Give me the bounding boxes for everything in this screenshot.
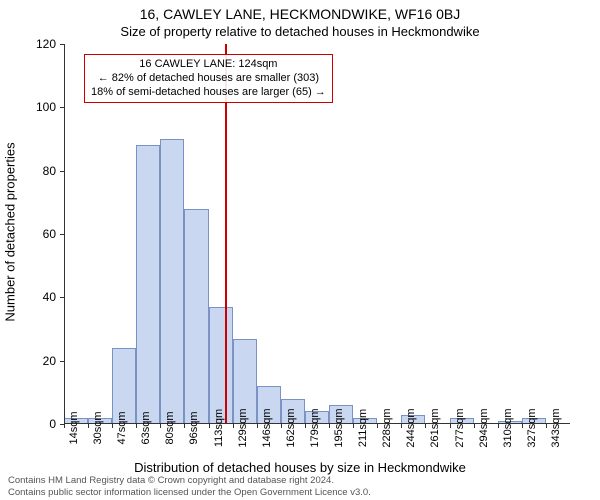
x-tick-mark — [474, 424, 475, 428]
y-axis-line — [64, 44, 65, 424]
y-tick-label: 60 — [16, 227, 56, 241]
x-tick-mark — [160, 424, 161, 428]
annotation-line: 18% of semi-detached houses are larger (… — [91, 86, 326, 100]
x-tick-mark — [401, 424, 402, 428]
x-tick-label: 146sqm — [261, 408, 273, 447]
x-tick-label: 80sqm — [164, 411, 176, 444]
x-tick-label: 30sqm — [92, 411, 104, 444]
y-tick-label: 120 — [16, 37, 56, 51]
annotation-line: 16 CAWLEY LANE: 124sqm — [91, 58, 326, 72]
x-tick-label: 327sqm — [526, 408, 538, 447]
x-tick-mark — [329, 424, 330, 428]
x-tick-label: 261sqm — [429, 408, 441, 447]
x-tick-label: 14sqm — [68, 411, 80, 444]
chart-title-line1: 16, CAWLEY LANE, HECKMONDWIKE, WF16 0BJ — [0, 6, 600, 22]
annotation-line: ← 82% of detached houses are smaller (30… — [91, 72, 326, 86]
x-tick-label: 162sqm — [285, 408, 297, 447]
histogram-bar — [160, 139, 184, 424]
x-tick-label: 195sqm — [333, 408, 345, 447]
chart-container: 16, CAWLEY LANE, HECKMONDWIKE, WF16 0BJ … — [0, 0, 600, 500]
x-tick-label: 129sqm — [237, 408, 249, 447]
x-tick-label: 277sqm — [454, 408, 466, 447]
y-tick-label: 40 — [16, 290, 56, 304]
histogram-bar — [184, 209, 208, 424]
x-tick-mark — [281, 424, 282, 428]
x-tick-label: 310sqm — [502, 408, 514, 447]
x-axis-label: Distribution of detached houses by size … — [0, 460, 600, 475]
x-tick-label: 228sqm — [381, 408, 393, 447]
x-tick-mark — [305, 424, 306, 428]
x-tick-mark — [522, 424, 523, 428]
x-tick-label: 244sqm — [405, 408, 417, 447]
y-tick-label: 20 — [16, 354, 56, 368]
x-tick-mark — [257, 424, 258, 428]
x-tick-mark — [498, 424, 499, 428]
x-tick-mark — [233, 424, 234, 428]
x-tick-mark — [209, 424, 210, 428]
x-tick-label: 211sqm — [357, 409, 369, 447]
histogram-bar — [136, 145, 160, 424]
y-tick-label: 80 — [16, 164, 56, 178]
x-tick-mark — [377, 424, 378, 428]
x-tick-mark — [64, 424, 65, 428]
footer-line: Contains public sector information licen… — [8, 487, 371, 498]
x-tick-label: 113sqm — [213, 409, 225, 447]
x-tick-label: 63sqm — [140, 411, 152, 444]
x-tick-mark — [425, 424, 426, 428]
x-tick-mark — [88, 424, 89, 428]
x-tick-mark — [353, 424, 354, 428]
x-tick-label: 343sqm — [550, 408, 562, 447]
histogram-bar — [209, 307, 233, 424]
y-tick-label: 0 — [16, 417, 56, 431]
annotation-box: 16 CAWLEY LANE: 124sqm ← 82% of detached… — [84, 54, 333, 103]
y-tick-label: 100 — [16, 100, 56, 114]
x-tick-label: 179sqm — [309, 408, 321, 447]
chart-title-line2: Size of property relative to detached ho… — [0, 24, 600, 39]
x-tick-label: 47sqm — [116, 411, 128, 444]
x-tick-mark — [450, 424, 451, 428]
x-tick-mark — [136, 424, 137, 428]
x-tick-mark — [112, 424, 113, 428]
footer-line: Contains HM Land Registry data © Crown c… — [8, 475, 371, 486]
x-tick-label: 96sqm — [188, 411, 200, 444]
x-tick-mark — [184, 424, 185, 428]
footer-attribution: Contains HM Land Registry data © Crown c… — [8, 475, 371, 498]
x-tick-label: 294sqm — [478, 408, 490, 447]
x-tick-mark — [546, 424, 547, 428]
